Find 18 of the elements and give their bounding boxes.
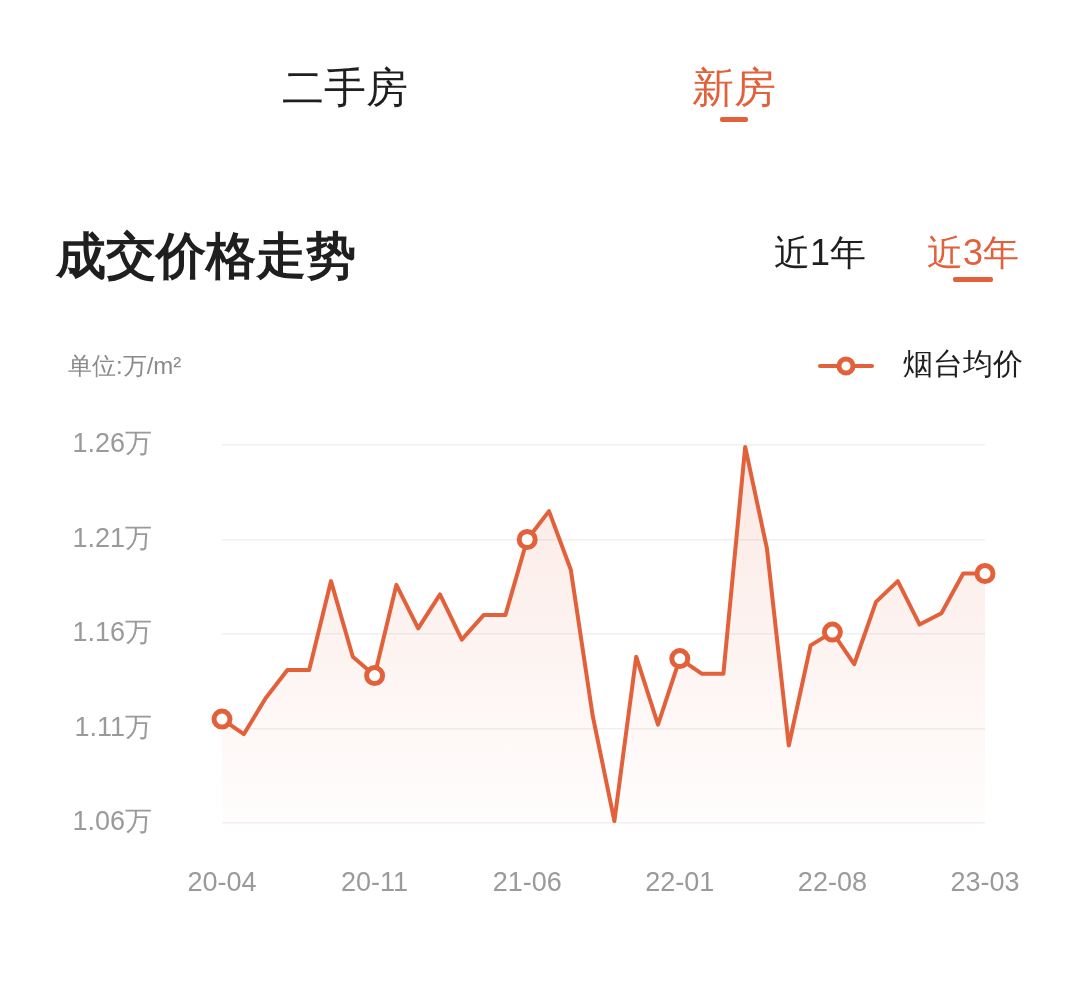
y-tick-label: 1.11万 — [74, 711, 152, 742]
text: 近3年 — [927, 232, 1020, 274]
x-tick-label: 20-04 — [187, 866, 257, 897]
y-axis-title: 单位:万/m² — [68, 351, 182, 379]
text: 二手房 — [282, 64, 408, 113]
x-tick-label: 22-01 — [645, 866, 715, 897]
x-tick-label: 21-06 — [492, 866, 562, 897]
text: 新房 — [692, 64, 776, 113]
y-tick-label: 1.16万 — [72, 617, 152, 648]
y-tick-label: 1.21万 — [72, 522, 152, 553]
x-tick-label: 23-03 — [950, 866, 1020, 897]
x-tick-label: 20-11 — [341, 866, 409, 897]
chart-title: 成交价格走势 — [56, 228, 356, 286]
x-tick-label: 22-08 — [797, 866, 867, 897]
text: 近1年 — [774, 232, 867, 274]
y-tick-label: 1.26万 — [72, 428, 152, 459]
y-tick-label: 1.06万 — [72, 806, 152, 837]
legend-label: 烟台均价 — [903, 347, 1023, 381]
